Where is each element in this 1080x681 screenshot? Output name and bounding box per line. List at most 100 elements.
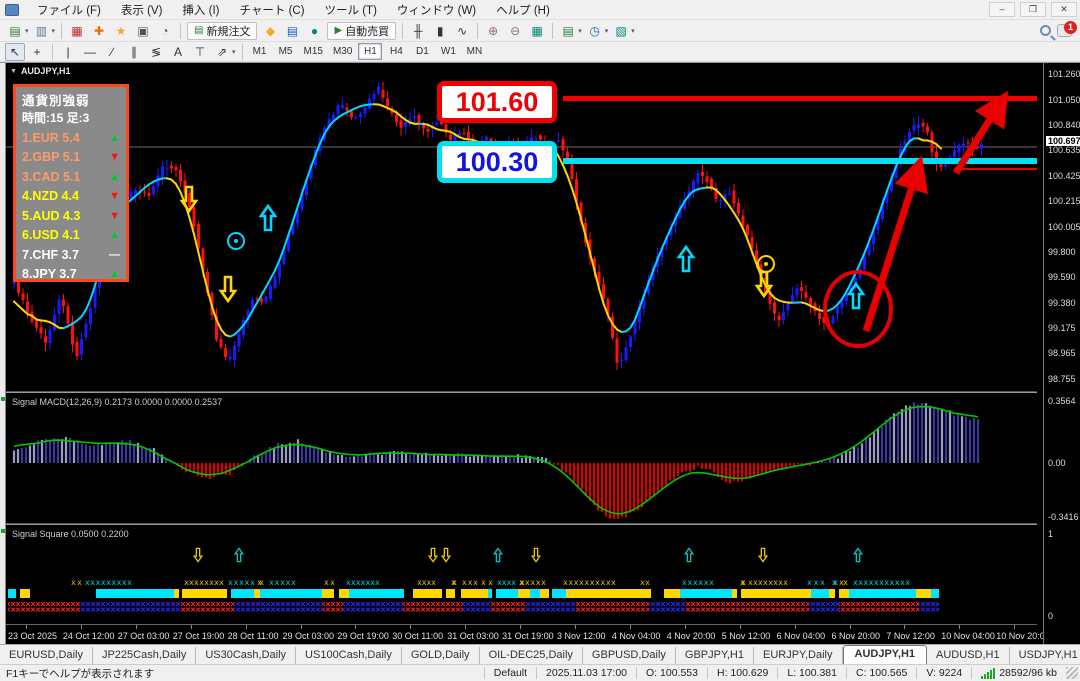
- minimize-button[interactable]: –: [989, 2, 1015, 17]
- timeframe-w1[interactable]: W1: [440, 46, 456, 57]
- zoom-in-icon[interactable]: ⊕: [488, 23, 499, 38]
- search-icon[interactable]: [1040, 25, 1051, 36]
- candle: [611, 316, 614, 338]
- timeframe-m30[interactable]: M30: [332, 46, 353, 57]
- channel-icon[interactable]: ∥: [131, 44, 137, 59]
- support-price-label[interactable]: 100.30: [437, 141, 557, 183]
- menu-item-4[interactable]: ツール (T): [324, 4, 377, 17]
- x-marker-row: xxxxx: [228, 578, 255, 587]
- panel-splitter[interactable]: [6, 523, 1037, 525]
- tile-windows-icon[interactable]: ▦: [531, 23, 543, 38]
- chart-tab-gbpusd-daily[interactable]: GBPUSD,Daily: [583, 647, 676, 664]
- resistance-price-label[interactable]: 101.60: [437, 81, 557, 123]
- chart-tab-audjpy-h1[interactable]: AUDJPY,H1: [842, 645, 928, 664]
- horizontal-line-icon[interactable]: —: [84, 44, 96, 59]
- line-chart-icon[interactable]: ∿: [457, 23, 468, 38]
- close-button[interactable]: ✕: [1051, 2, 1077, 17]
- timeframe-m5[interactable]: M5: [278, 46, 293, 57]
- periods-icon[interactable]: ◷: [589, 23, 600, 38]
- dropdown-caret[interactable]: ▾: [578, 27, 582, 35]
- resize-grip[interactable]: [1066, 667, 1078, 679]
- time-axis[interactable]: 23 Oct 2025 24 Oct 12:00 27 Oct 03:00 27 Oc…: [6, 624, 1050, 645]
- experts-icon[interactable]: ▤: [286, 23, 299, 38]
- price-tick-label: 99.175: [1048, 322, 1076, 333]
- timeframe-h4[interactable]: H4: [390, 46, 403, 57]
- trendline-icon[interactable]: ∕: [110, 44, 113, 59]
- candlestick-icon[interactable]: ▮: [436, 23, 444, 38]
- new-order-button[interactable]: ▤ 新規注文: [187, 21, 258, 40]
- strength-row-usd: 6.USD 4.1 ▲: [22, 226, 120, 246]
- chart-tab-us30cash-daily[interactable]: US30Cash,Daily: [196, 647, 297, 664]
- chart-tab-jp225cash-daily[interactable]: JP225Cash,Daily: [93, 647, 197, 664]
- candle: [575, 179, 578, 202]
- panel-splitter[interactable]: [6, 391, 1037, 393]
- price-tick-label: 98.965: [1048, 348, 1076, 359]
- menu-item-1[interactable]: 表示 (V): [120, 4, 163, 17]
- navigator-icon[interactable]: ★: [115, 23, 127, 38]
- fibonacci-icon[interactable]: ≶: [150, 44, 162, 59]
- menu-item-0[interactable]: ファイル (F): [37, 4, 101, 17]
- up-square-arrow-icon: [492, 547, 504, 563]
- timeframe-mn[interactable]: MN: [466, 46, 483, 57]
- indicators-icon[interactable]: ▧: [615, 23, 627, 38]
- strength-row-eur: 1.EUR 5.4 ▲: [22, 128, 120, 148]
- chart-tab-audusd-h1[interactable]: AUDUSD,H1: [927, 647, 1010, 664]
- globe-icon[interactable]: ●: [310, 23, 319, 38]
- time-tick: [575, 625, 576, 629]
- chart-tab-gold-daily[interactable]: GOLD,Daily: [402, 647, 480, 664]
- menu-item-2[interactable]: 挿入 (I): [182, 4, 220, 17]
- bar-chart-icon[interactable]: ╫: [413, 23, 423, 38]
- vertical-line-icon[interactable]: |: [66, 44, 70, 59]
- chart-tab-eurusd-daily[interactable]: EURUSD,Daily: [0, 647, 93, 664]
- new-chart-icon[interactable]: ▤: [9, 23, 21, 38]
- trend-band: [461, 589, 488, 598]
- menu-item-6[interactable]: ヘルプ (H): [496, 4, 550, 17]
- dropdown-caret[interactable]: ▾: [232, 48, 236, 56]
- candle: [381, 89, 385, 98]
- metaeditor-icon[interactable]: ◆: [265, 23, 276, 38]
- data-window-icon[interactable]: ✚: [94, 23, 105, 38]
- timeframe-d1[interactable]: D1: [416, 46, 429, 57]
- terminal-icon[interactable]: ▣: [137, 23, 149, 38]
- candle: [291, 221, 295, 235]
- resistance-line[interactable]: [563, 96, 1037, 101]
- restore-button[interactable]: ❐: [1020, 2, 1046, 17]
- dropdown-caret[interactable]: ▾: [25, 27, 29, 35]
- profiles-icon[interactable]: ▥: [35, 23, 48, 38]
- chart-tab-eurjpy-daily[interactable]: EURJPY,Daily: [754, 647, 843, 664]
- chart-tab-oil-dec25-daily[interactable]: OIL-DEC25,Daily: [480, 647, 583, 664]
- signal-square-canvas[interactable]: xx xxxxxxxxx xxxxxxxx xxxxx xx xxxxx xx xxxxxxx…: [6, 525, 1037, 624]
- auto-trading-button[interactable]: ▶ 自動売買: [327, 21, 397, 40]
- crosshair-icon[interactable]: +: [33, 44, 41, 59]
- dropdown-caret[interactable]: ▾: [51, 27, 56, 35]
- trend-band: [811, 589, 829, 598]
- zoom-out-icon[interactable]: ⊖: [510, 23, 521, 38]
- main-chart-canvas[interactable]: [6, 63, 1037, 391]
- timeframe-m1[interactable]: M1: [252, 46, 267, 57]
- templates-icon[interactable]: ▤: [562, 23, 574, 38]
- chart-tab-usdjpy-h1[interactable]: USDJPY,H1: [1010, 647, 1080, 664]
- time-tick-label: 10 Nov 20:00: [996, 631, 1050, 641]
- chart-tab-gbpjpy-h1[interactable]: GBPJPY,H1: [676, 647, 754, 664]
- chart-tab-us100cash-daily[interactable]: US100Cash,Daily: [296, 647, 402, 664]
- momentum-strip: [839, 602, 919, 613]
- price-axis[interactable]: 101.260 101.050 100.840 100.697 100.635 100.4…: [1043, 63, 1080, 645]
- timeframe-h1[interactable]: H1: [358, 43, 383, 60]
- market-watch-icon[interactable]: ▦: [71, 23, 83, 38]
- dropdown-caret[interactable]: ▾: [631, 27, 635, 35]
- macd-panel-canvas[interactable]: [6, 393, 1037, 523]
- cursor-icon[interactable]: ↖: [5, 42, 25, 61]
- label-icon[interactable]: ⊤: [194, 44, 206, 59]
- candle: [44, 336, 47, 343]
- notifications-icon[interactable]: 1: [1057, 21, 1077, 37]
- status-cell-3: H: 100.629: [706, 667, 777, 679]
- shapes-icon[interactable]: ⇗: [216, 44, 228, 59]
- strategy-tester-icon[interactable]: ◔: [161, 23, 169, 38]
- menu-item-5[interactable]: ウィンドウ (W): [396, 4, 477, 17]
- timeframe-m15[interactable]: M15: [303, 46, 323, 57]
- x-marker-row: xx: [839, 578, 848, 587]
- text-icon[interactable]: A: [173, 44, 182, 59]
- support-line[interactable]: [563, 158, 1037, 164]
- dropdown-caret[interactable]: ▾: [604, 27, 609, 35]
- menu-item-3[interactable]: チャート (C): [239, 4, 305, 17]
